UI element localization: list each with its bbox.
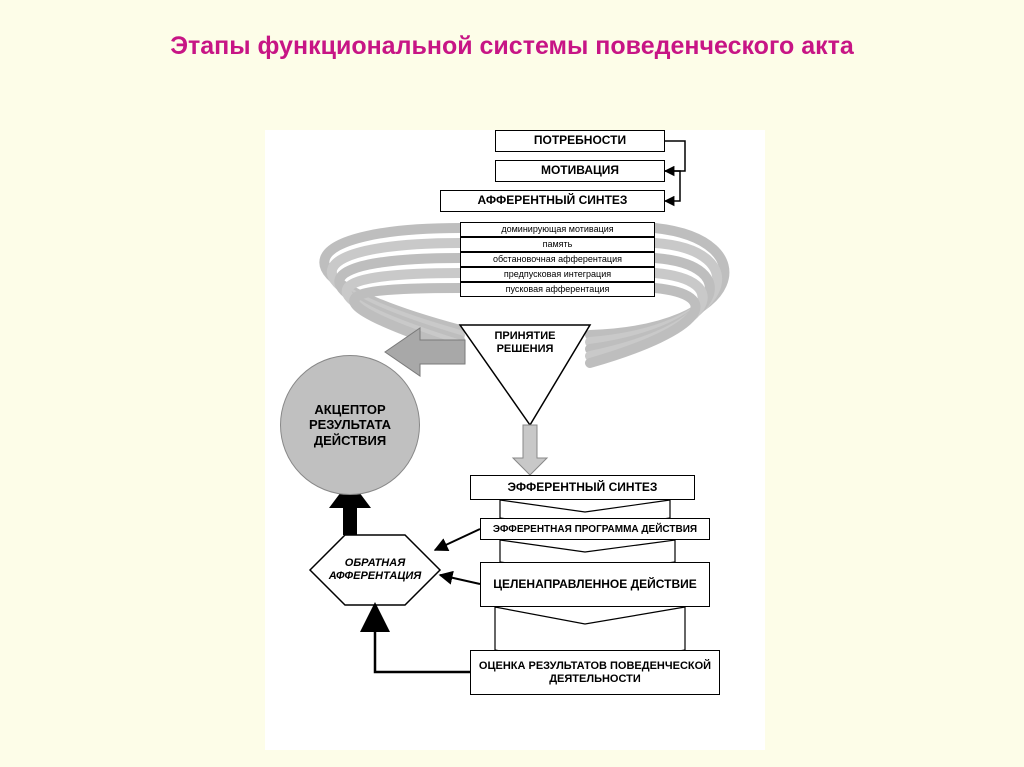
node-feedback-aff: ОБРАТНАЯ АФФЕРЕНТАЦИЯ: [320, 545, 430, 595]
node-acceptor: АКЦЕПТОР РЕЗУЛЬТАТА ДЕЙСТВИЯ: [280, 355, 420, 495]
node-eff-synthesis: ЭФФЕРЕНТНЫЙ СИНТЕЗ: [470, 475, 695, 500]
node-result-eval: ОЦЕНКА РЕЗУЛЬТАТОВ ПОВЕДЕНЧЕСКОЙ ДЕЯТЕЛЬ…: [470, 650, 720, 695]
edge-n12-hex: [435, 529, 480, 550]
edge-n2-n3: [665, 171, 680, 201]
node-eff-program: ЭФФЕРЕНТНАЯ ПРОГРАММА ДЕЙСТВИЯ: [480, 518, 710, 540]
node-goal-action: ЦЕЛЕНАПРАВЛЕННОЕ ДЕЙСТВИЕ: [480, 562, 710, 607]
gray-down-arrow: [513, 425, 547, 475]
node-motivacia: МОТИВАЦИЯ: [495, 160, 665, 182]
diagram-canvas: ПОТРЕБНОСТИ МОТИВАЦИЯ АФФЕРЕНТНЫЙ СИНТЕЗ…: [265, 130, 765, 750]
edge-n14-hex: [440, 575, 480, 584]
node-afferent-synthesis: АФФЕРЕНТНЫЙ СИНТЕЗ: [440, 190, 665, 212]
node-pusk-aff: пусковая афферентация: [460, 282, 655, 297]
node-potrebnosti: ПОТРЕБНОСТИ: [495, 130, 665, 152]
node-memory: память: [460, 237, 655, 252]
node-decision: ПРИНЯТИЕ РЕШЕНИЯ: [470, 330, 580, 355]
gray-loop-bundle: [324, 228, 460, 350]
node-dom-motiv: доминирующая мотивация: [460, 222, 655, 237]
edge-n15-hex: [375, 608, 470, 672]
node-predpusk: предпусковая интеграция: [460, 267, 655, 282]
edge-n1-n2: [665, 141, 685, 171]
page-title: Этапы функциональной системы поведенческ…: [0, 0, 1024, 73]
node-obstan-aff: обстановочная афферентация: [460, 252, 655, 267]
